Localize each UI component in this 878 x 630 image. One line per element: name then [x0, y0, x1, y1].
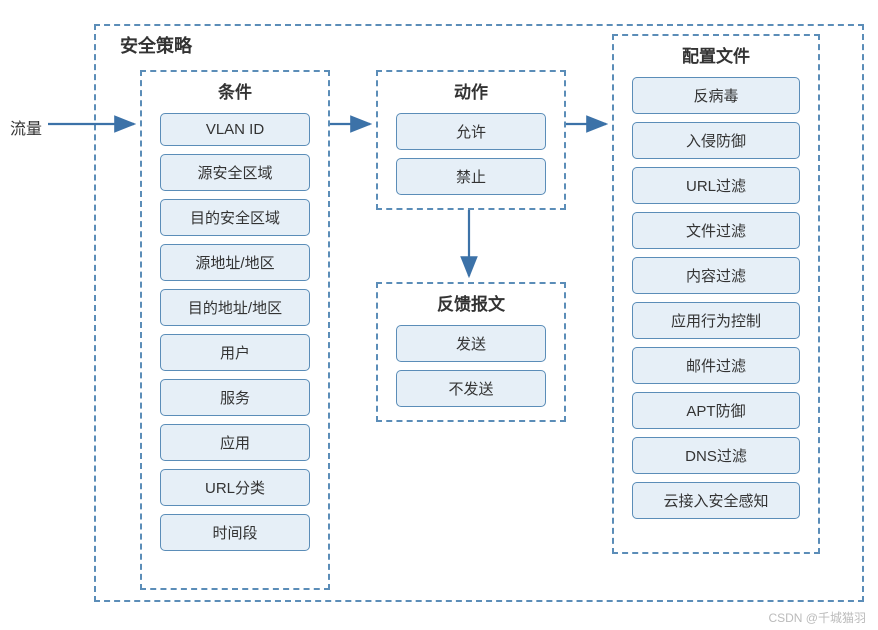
- node-ips: 入侵防御: [632, 122, 800, 159]
- input-label: 流量: [10, 115, 42, 139]
- node-src-zone: 源安全区域: [160, 154, 310, 191]
- node-permit: 允许: [396, 113, 546, 150]
- node-schedule: 时间段: [160, 514, 310, 551]
- node-not-send: 不发送: [396, 370, 546, 407]
- group-feedback: 反馈报文 发送 不发送: [376, 282, 566, 422]
- node-app-behavior: 应用行为控制: [632, 302, 800, 339]
- node-dst-zone: 目的安全区域: [160, 199, 310, 236]
- node-dst-addr: 目的地址/地区: [160, 289, 310, 326]
- node-send: 发送: [396, 325, 546, 362]
- node-application: 应用: [160, 424, 310, 461]
- node-service: 服务: [160, 379, 310, 416]
- group-actions: 动作 允许 禁止: [376, 70, 566, 210]
- watermark: CSDN @千城猫羽: [768, 609, 866, 626]
- node-user: 用户: [160, 334, 310, 371]
- node-url-filter: URL过滤: [632, 167, 800, 204]
- node-cloud-access: 云接入安全感知: [632, 482, 800, 519]
- group-conditions-title: 条件: [142, 78, 328, 103]
- node-file-filter: 文件过滤: [632, 212, 800, 249]
- outer-container: 安全策略 条件 VLAN ID 源安全区域 目的安全区域 源地址/地区 目的地址…: [94, 24, 864, 602]
- group-profiles: 配置文件 反病毒 入侵防御 URL过滤 文件过滤 内容过滤 应用行为控制 邮件过…: [612, 34, 820, 554]
- group-conditions: 条件 VLAN ID 源安全区域 目的安全区域 源地址/地区 目的地址/地区 用…: [140, 70, 330, 590]
- group-profiles-title: 配置文件: [614, 42, 818, 67]
- node-mail-filter: 邮件过滤: [632, 347, 800, 384]
- node-antivirus: 反病毒: [632, 77, 800, 114]
- node-deny: 禁止: [396, 158, 546, 195]
- node-src-addr: 源地址/地区: [160, 244, 310, 281]
- node-vlan-id: VLAN ID: [160, 113, 310, 146]
- group-feedback-title: 反馈报文: [378, 290, 564, 315]
- node-dns-filter: DNS过滤: [632, 437, 800, 474]
- group-actions-title: 动作: [378, 78, 564, 103]
- node-content-filter: 内容过滤: [632, 257, 800, 294]
- outer-title: 安全策略: [120, 32, 192, 58]
- node-url-category: URL分类: [160, 469, 310, 506]
- node-apt: APT防御: [632, 392, 800, 429]
